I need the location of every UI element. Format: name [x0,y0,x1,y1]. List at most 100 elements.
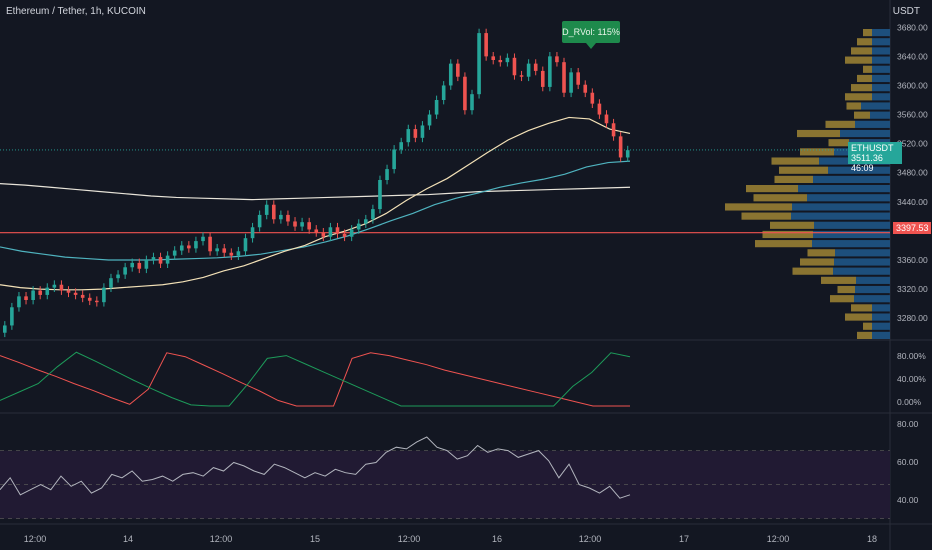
candle-body [151,257,156,260]
oscillator-line [0,352,630,407]
candle-body [463,76,467,111]
volume-profile-bar [770,221,814,229]
volume-profile-bar [828,166,890,174]
volume-profile-bar [851,47,872,55]
candle-body [194,241,198,249]
candle-body [590,92,595,104]
candle-body [548,56,552,87]
volume-profile-bar [741,212,791,220]
volume-profile-bar [863,29,872,37]
volume-profile-bar [791,212,890,220]
candle-body [427,114,432,126]
osc-tick-label: 40.00% [897,374,926,384]
candle-body [144,260,149,269]
candle-body [52,284,57,288]
candle-body [526,63,531,77]
price-tick-label: 3520.00 [897,139,928,149]
volume-profile-bar [872,74,890,83]
candle-body [342,233,347,237]
volume-profile-bar [851,304,872,312]
candle-body [512,57,517,76]
candle-body [109,278,113,288]
candle-body [576,72,580,85]
volume-profile-bar [813,175,890,183]
price-tick-label: 3280.00 [897,313,928,323]
volume-profile-bar [779,166,828,174]
volume-profile-bar [872,84,890,92]
price-tick-label: 3320.00 [897,284,928,294]
volume-profile-bar [834,258,890,266]
candle-body [477,33,481,95]
price-tick-label: 3480.00 [897,168,928,178]
candle-body [611,123,616,137]
volume-profile-bar [807,194,890,202]
volume-profile-bar [855,120,890,128]
volume-profile-bar [755,240,812,248]
volume-profile-bar [846,102,861,110]
candle-body [406,129,411,143]
candle-body [95,300,99,303]
volume-profile-bar [828,139,849,147]
candle-body [569,72,573,93]
candle-body [243,238,248,252]
candle-body [434,100,439,115]
volume-profile-bar [835,249,890,257]
price-tick-label: 3560.00 [897,110,928,120]
osc-tick-label: 80.00% [897,351,926,361]
price-tick-label: 3600.00 [897,80,928,90]
volume-profile-bar [872,56,890,64]
candle-body [335,227,340,234]
candle-body [102,287,106,303]
candle-body [364,219,368,224]
candle-body [271,204,276,220]
candle-body [116,274,120,279]
candle-body [31,290,35,300]
volume-profile-bar [821,276,856,284]
candle-body [17,296,21,308]
volume-profile-bar [855,285,890,294]
volume-profile-bar [746,185,798,193]
candle-body [349,229,354,237]
volume-profile-bar [857,38,872,46]
rsi-tick-label: 40.00 [897,495,919,505]
candle-body [321,232,326,237]
volume-profile-bar [807,249,835,257]
volume-profile-bar [774,175,813,183]
price-tick-label: 3680.00 [897,22,928,32]
price-tick-label: 3440.00 [897,197,928,207]
volume-profile-bar [800,258,834,266]
candle-body [583,84,588,93]
volume-profile-bar [857,74,872,83]
candle-body [229,252,234,256]
candle-body [604,114,609,124]
candle-body [279,214,283,220]
candle-body [45,287,50,295]
candle-body [87,297,92,301]
candle-body [448,63,453,86]
rsi-tick-label: 80.00 [897,419,919,429]
volume-profile-bar [825,120,855,128]
candle-body [356,223,361,230]
indicator-tag: D_RVol: 115% [562,21,620,49]
volume-profile-bar [830,295,854,303]
oscillator-line [0,351,631,407]
time-tick-label: 12:00 [24,534,47,544]
volume-profile-bar [814,221,890,229]
volume-profile-bar [872,29,890,37]
candle-body [80,294,85,298]
volume-profile-bar [872,304,890,312]
volume-profile-bar [798,185,890,193]
candle-body [250,227,255,239]
candle-body [505,57,510,63]
candle-body [385,169,389,180]
candle-body [618,136,623,158]
volume-profile-bar [872,313,890,321]
candle-body [165,255,170,264]
candle-body [38,290,42,295]
candle-body [300,222,304,227]
volume-profile-bar [845,93,872,101]
price-tick-label: 3360.00 [897,255,928,265]
candle-body [208,236,212,252]
time-tick-label: 17 [679,534,689,544]
